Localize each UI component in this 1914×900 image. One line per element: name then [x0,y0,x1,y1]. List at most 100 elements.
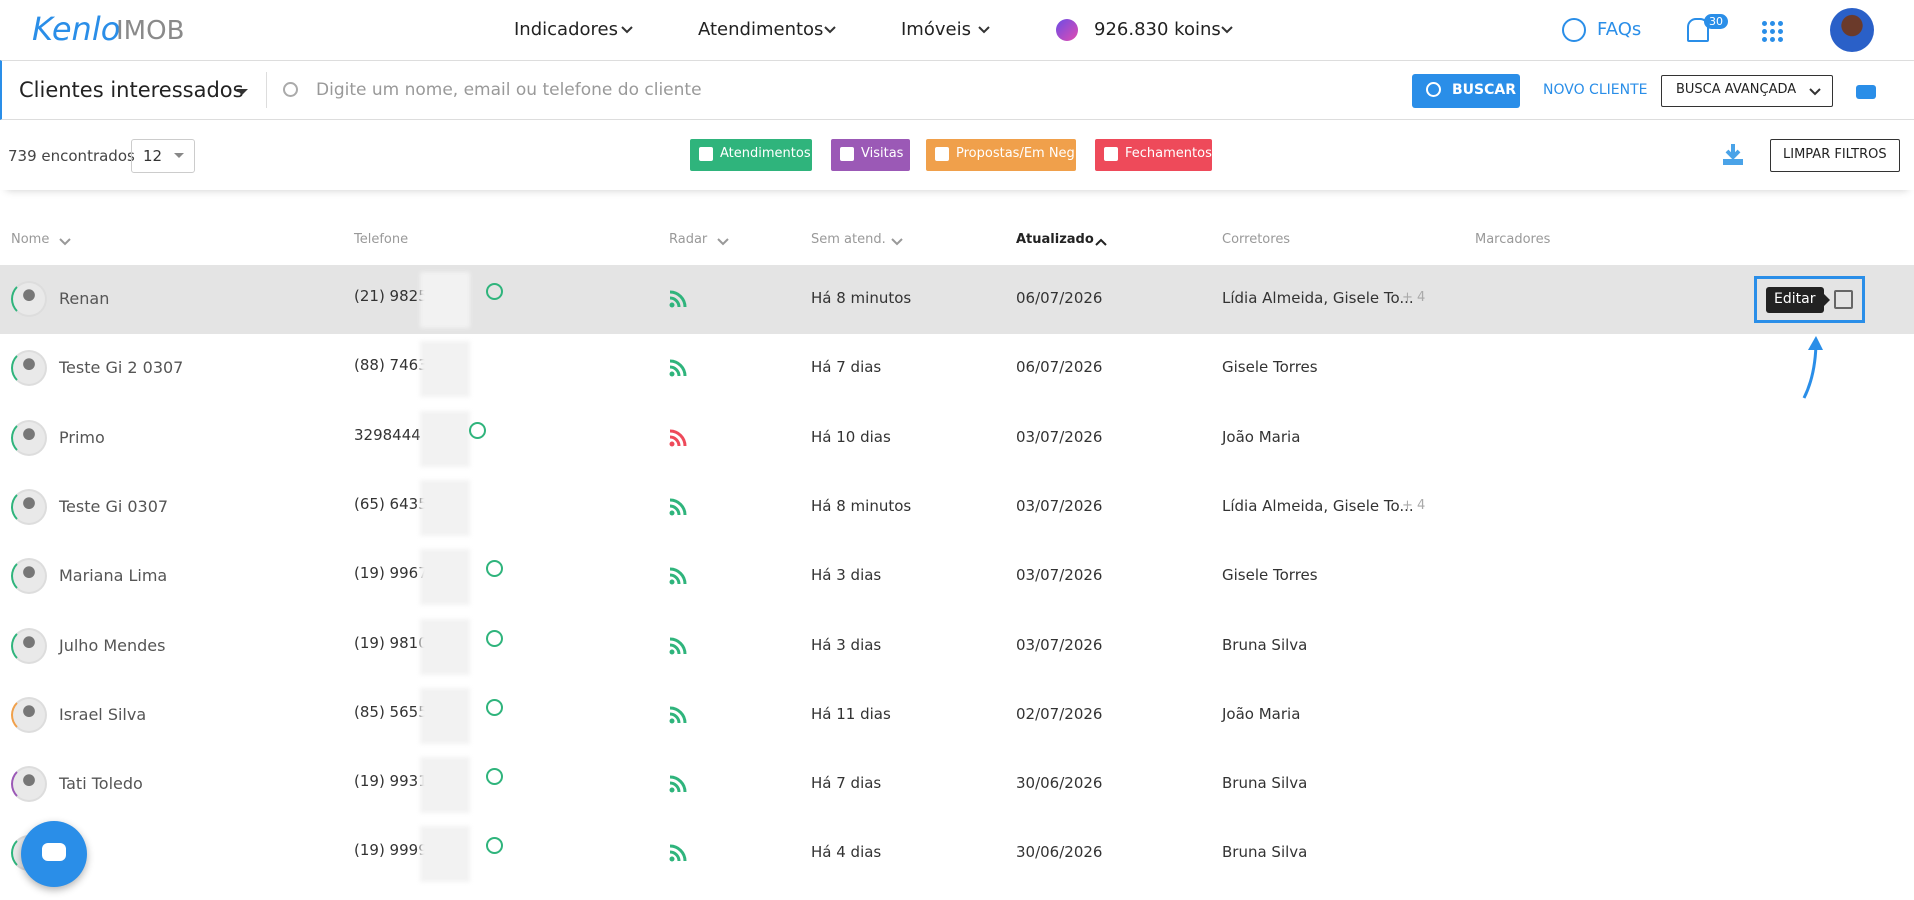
radar-icon [669,844,687,862]
sem-atend: Há 8 minutos [811,289,912,307]
phone-blur [420,272,470,328]
caret [174,153,184,163]
filter-checkbox [935,147,949,161]
nav-item[interactable]: Atendimentos [698,19,824,40]
atualizado: 03/07/2026 [1016,496,1103,515]
koins-icon [1056,19,1078,41]
whatsapp-icon[interactable] [486,768,503,786]
sem-atend: Há 3 dias [811,635,882,654]
search-bar [0,60,1914,120]
atualizado: 30/06/2026 [1016,843,1103,862]
edit-icon[interactable] [1834,290,1853,309]
whatsapp-icon[interactable] [486,698,503,716]
column-header[interactable]: Atualizado [1016,232,1094,247]
radar-icon [669,637,687,655]
whatsapp-icon[interactable] [486,560,503,578]
radar-icon [669,498,687,516]
atualizado: 03/07/2026 [1016,566,1103,585]
dot [1778,29,1783,34]
nav-item[interactable]: Indicadores [514,19,618,40]
column-header[interactable]: Nome [11,232,50,247]
table-row[interactable] [0,612,1914,681]
radar-icon [669,706,687,724]
sort-up [1094,234,1108,248]
per-page[interactable] [131,139,195,173]
tooltip-arrow [1824,294,1836,306]
table-row[interactable] [0,404,1914,473]
count: 739 encontrados [8,147,135,165]
atualizado: 03/07/2026 [1016,427,1103,446]
client-name: Tati Toledo [59,774,143,794]
column-header[interactable]: Radar [669,232,708,247]
download-icon[interactable] [1722,142,1744,166]
client-avatar [11,350,47,387]
phone: (65) 6435 [354,494,428,513]
logo-suffix: IMOB [116,16,185,46]
chevron [1808,84,1822,98]
table-row[interactable] [0,334,1914,403]
sem-atend: Há 7 dias [811,358,882,377]
filter-label: Visitas [861,146,904,161]
radar-icon [669,775,687,793]
client-name: Teste Gi 2 0307 [59,358,184,378]
corretores: Bruna Silva [1222,843,1308,862]
atualizado: 06/07/2026 [1016,358,1103,377]
youtube[interactable] [1856,85,1876,99]
table-row[interactable] [0,542,1914,611]
table-row[interactable] [0,265,1914,334]
radar-icon [669,359,687,377]
search-btn-icon [1426,82,1441,97]
caret [236,89,248,101]
whatsapp-icon[interactable] [469,421,486,439]
phone-blur [420,479,470,536]
table-row[interactable] [0,750,1914,819]
atualizado: 03/07/2026 [1016,635,1103,654]
client-name: Teste Gi 0307 [59,496,169,516]
phone-blur [420,826,470,883]
sem-atend: Há 11 dias [811,704,891,723]
search-icon [283,82,298,97]
koins[interactable]: 926.830 koins [1094,19,1221,40]
advanced-label: BUSCA AVANÇADA [1676,82,1797,97]
phone: (19) 9931 [354,772,428,791]
phone-blur [420,549,470,606]
nav-item[interactable]: Imóveis [901,19,971,40]
whatsapp-icon[interactable] [486,283,503,300]
apps-grid[interactable] [1762,21,1784,43]
page-title[interactable]: Clientes interessados [19,78,244,102]
header-bar [0,0,1914,60]
radar-icon [669,290,687,308]
column-header[interactable]: Marcadores [1475,232,1551,247]
corretores: João Maria [1222,427,1301,446]
filter-checkbox [1104,147,1118,161]
faq-icon [1562,18,1586,42]
filter-label: Propostas/Em Neg. [956,146,1079,161]
chevron [890,234,904,248]
chevron [977,22,991,36]
client-avatar [11,488,47,525]
corretores-extra: + 4 [1402,497,1426,513]
whatsapp-icon[interactable] [486,837,503,855]
client-name: Julho Mendes [59,635,166,655]
table-row[interactable] [0,473,1914,542]
column-header[interactable]: Telefone [354,232,409,247]
clear-filters[interactable] [1770,139,1900,172]
table-row[interactable] [0,819,1914,888]
chevron [1220,22,1234,36]
faqs[interactable]: FAQs [1597,19,1642,40]
advanced-search[interactable] [1661,75,1833,107]
search-input[interactable]: Digite um nome, email ou telefone do cli… [316,80,702,100]
phone-blur [420,687,470,744]
sem-atend: Há 3 dias [811,566,882,585]
new-client[interactable]: NOVO CLIENTE [1543,82,1648,98]
avatar[interactable] [1830,8,1874,52]
filter-chip[interactable] [926,139,1076,171]
column-header[interactable]: Corretores [1222,232,1291,247]
table-row[interactable] [0,681,1914,750]
column-header[interactable]: Sem atend. [811,232,886,247]
client-avatar [11,696,47,733]
whatsapp-icon[interactable] [486,629,503,647]
client-avatar [11,558,47,595]
sem-atend: Há 7 dias [811,774,882,793]
notification-badge[interactable]: 30 [1704,14,1728,29]
